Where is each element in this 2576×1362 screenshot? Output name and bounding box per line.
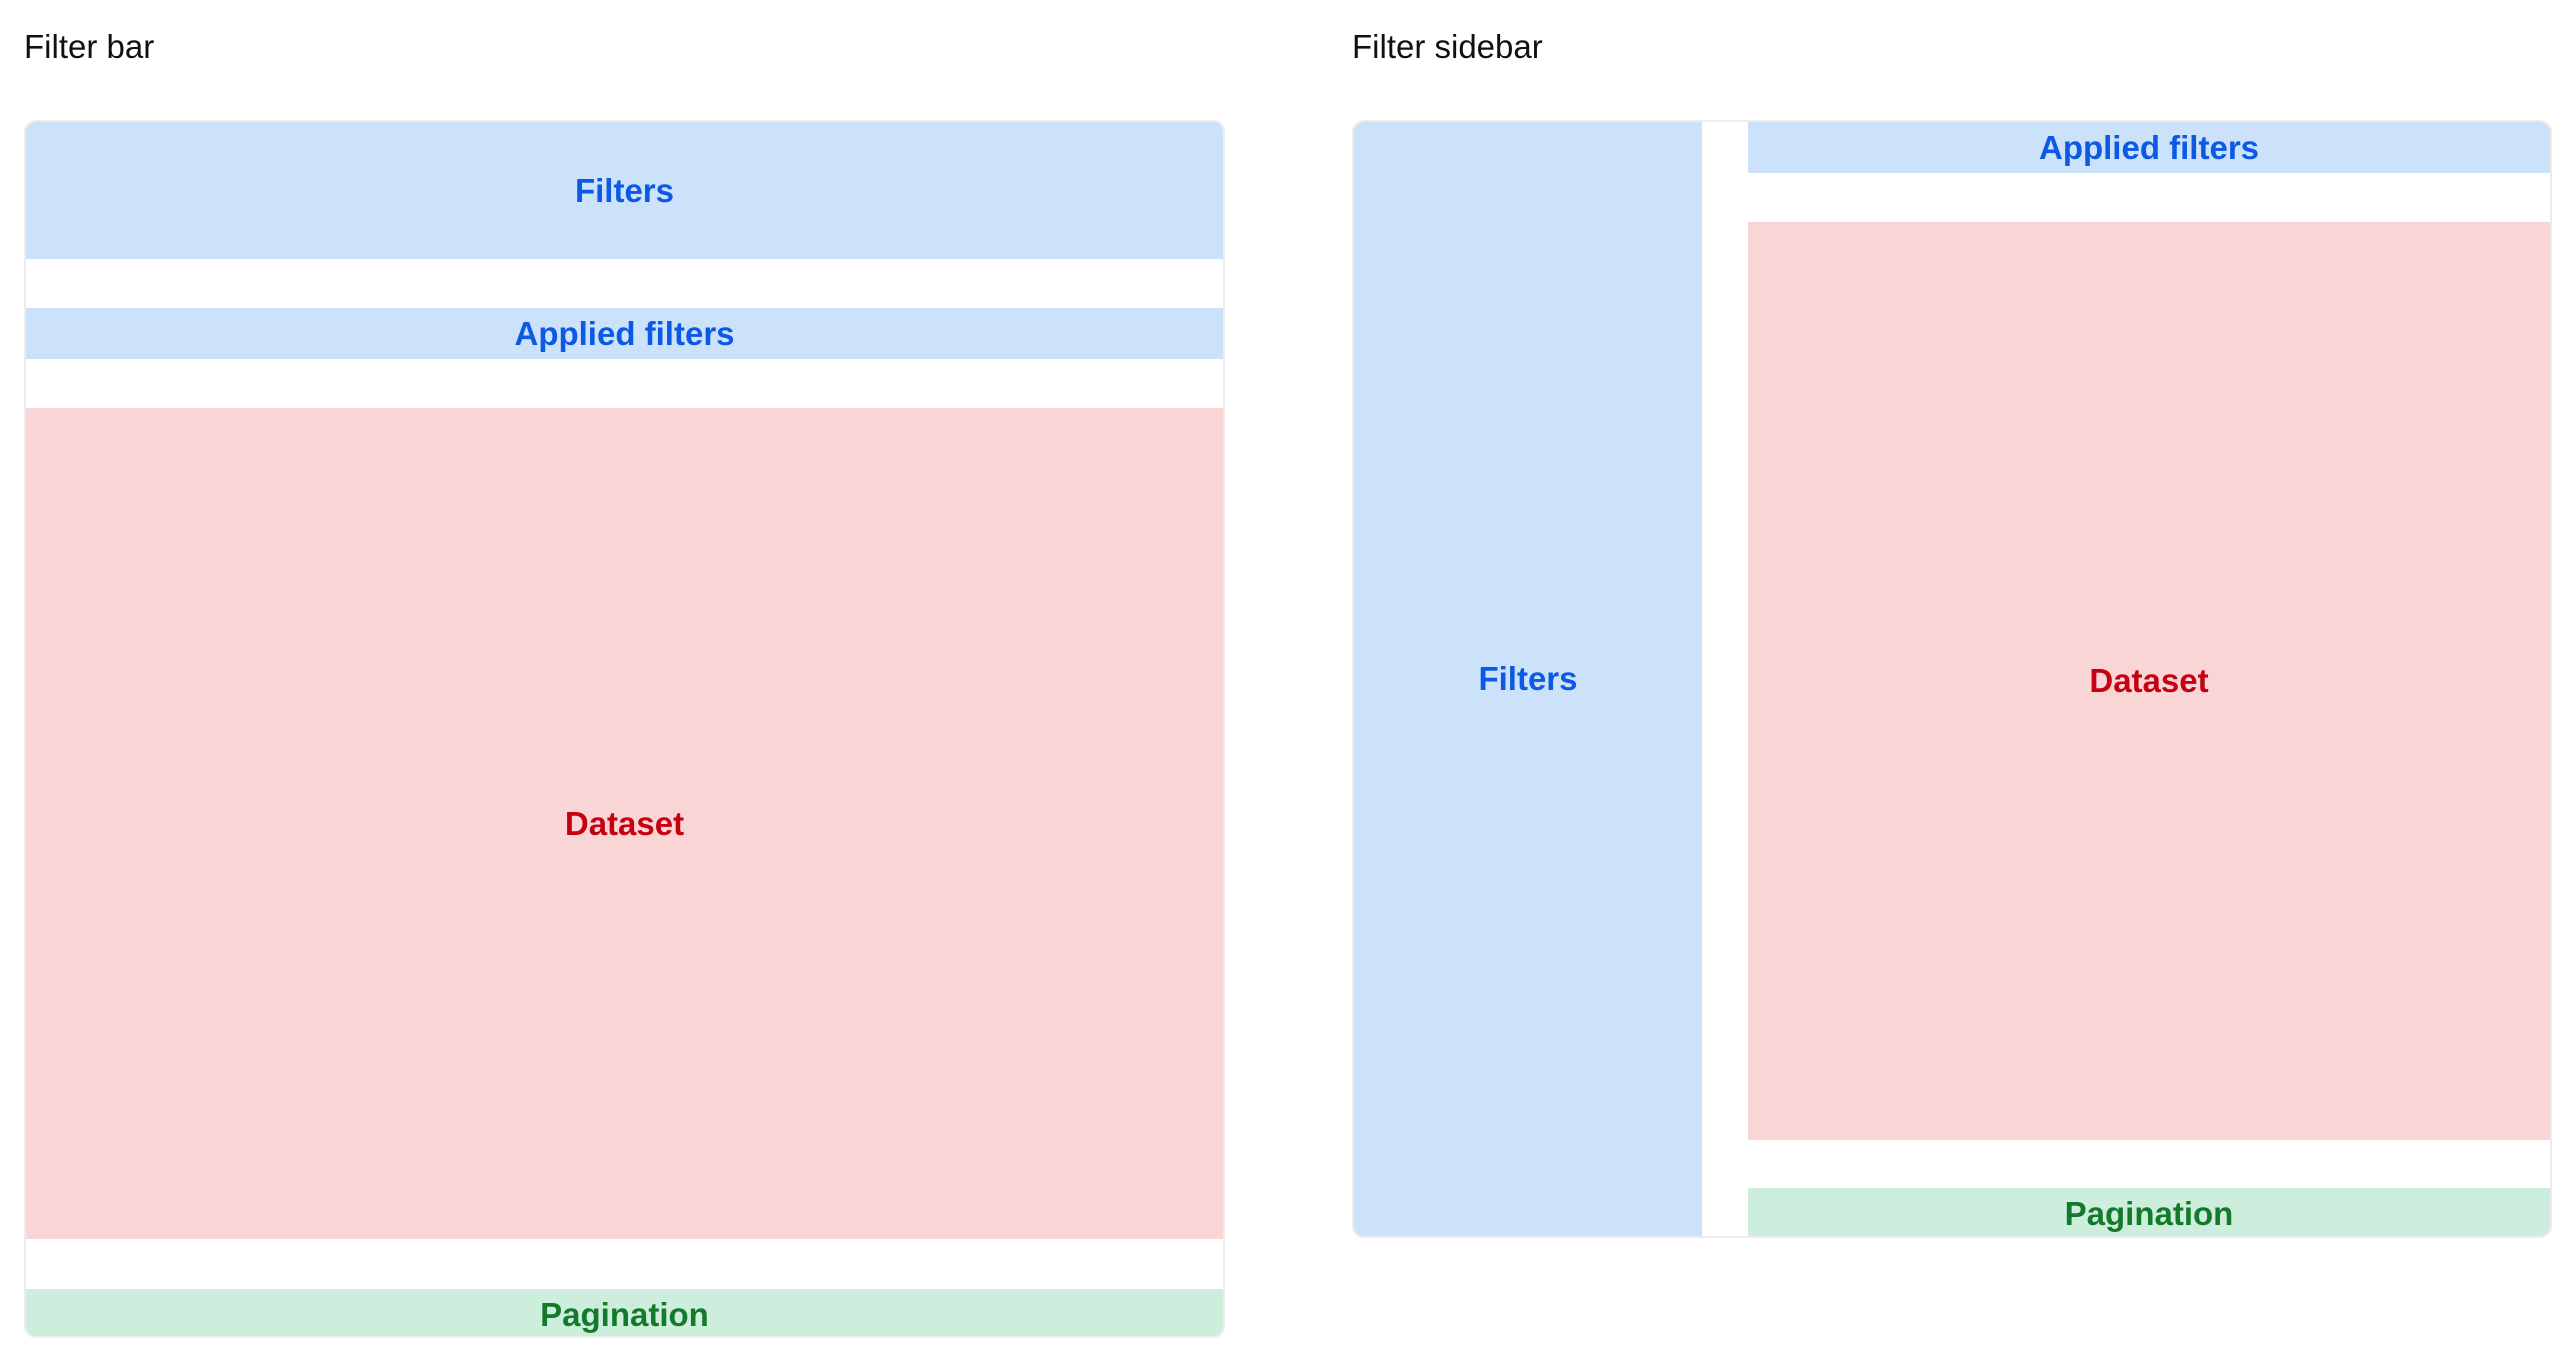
pagination-region: Pagination	[26, 1289, 1223, 1336]
applied-filters-region: Applied filters	[1748, 122, 2550, 173]
dataset-region: Dataset	[1748, 222, 2550, 1140]
filter-sidebar-title: Filter sidebar	[1352, 28, 1543, 65]
dataset-region: Dataset	[26, 408, 1223, 1239]
pagination-region: Pagination	[1748, 1188, 2550, 1236]
filters-region: Filters	[26, 122, 1223, 259]
filters-sidebar-region: Filters	[1354, 122, 1702, 1236]
filter-bar-layout: Filters Applied filters Dataset Paginati…	[24, 120, 1225, 1338]
filter-sidebar-layout: Filters Applied filters Dataset Paginati…	[1352, 120, 2552, 1238]
filter-bar-title: Filter bar	[24, 28, 155, 65]
applied-filters-region: Applied filters	[26, 308, 1223, 359]
